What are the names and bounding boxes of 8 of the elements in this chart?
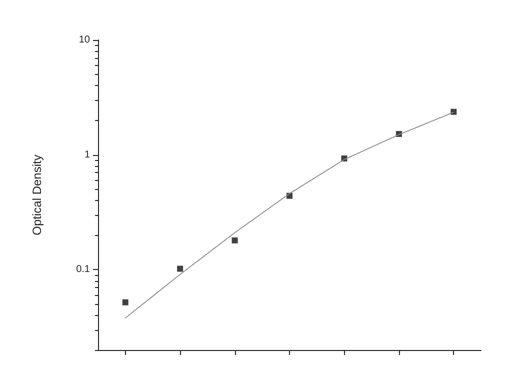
- y-axis-title: Optical Density: [30, 154, 44, 236]
- point: [177, 266, 184, 272]
- y-tick-label: 10: [78, 34, 90, 46]
- point: [232, 237, 238, 244]
- y-tick-label: 1: [84, 149, 90, 160]
- point: [122, 299, 128, 306]
- y-tick-label: 0.1: [76, 264, 90, 276]
- point: [450, 108, 457, 115]
